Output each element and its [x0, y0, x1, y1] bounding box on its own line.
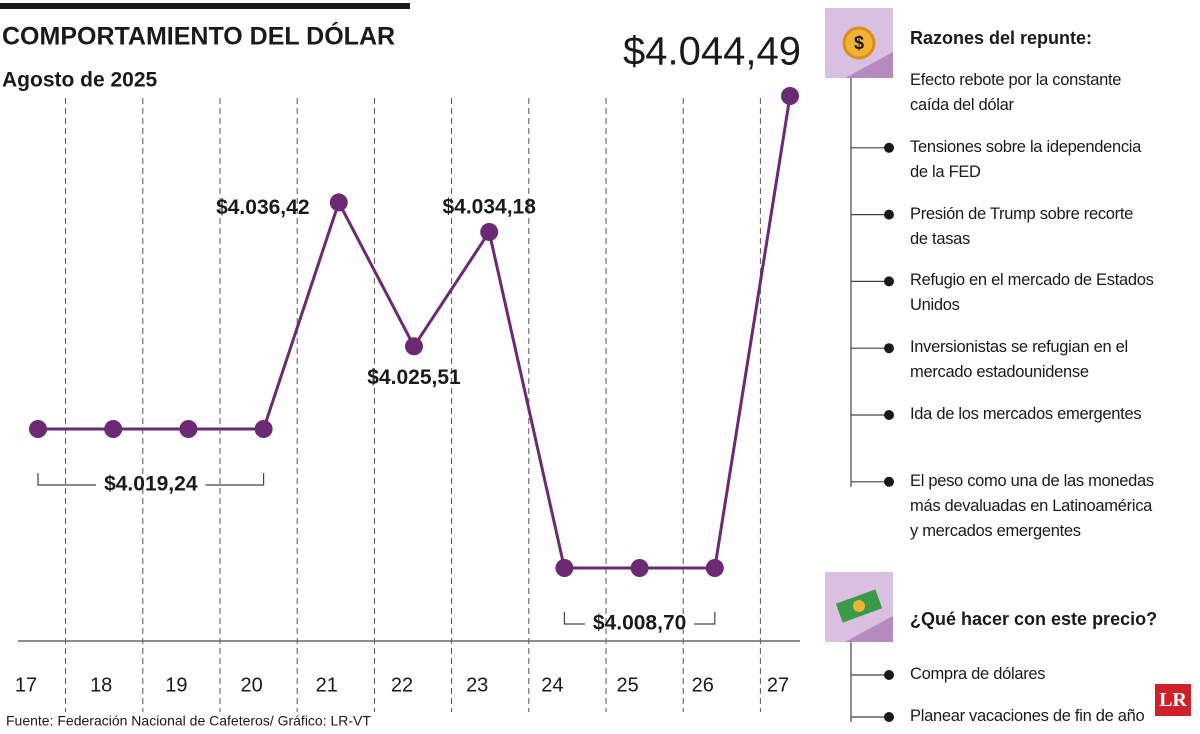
value-label: $4.034,18: [442, 196, 536, 219]
list-item: Presión de Trump sobre recorte de tasas: [910, 204, 1134, 248]
value-label: $4.025,51: [367, 366, 461, 389]
bullet: [884, 670, 894, 680]
list-item: Inversionistas se refugian en el mercado…: [910, 338, 1128, 382]
value-label: $4.036,42: [216, 196, 309, 219]
section-title: Razones del repunte:: [910, 28, 1093, 48]
list-item: Ida de los mercados emergentes: [910, 405, 1142, 423]
x-tick-label: 18: [90, 674, 112, 696]
section-title: ¿Qué hacer con este precio?: [910, 609, 1158, 629]
coin-icon: [842, 26, 876, 60]
bracket: [563, 612, 716, 625]
point: [781, 87, 799, 105]
bracket: [37, 472, 265, 486]
point: [104, 419, 123, 438]
icon-shadow: [845, 52, 893, 78]
x-tick-label: 24: [541, 674, 563, 696]
point: [555, 559, 574, 577]
list-item: El peso como una de las monedas más deva…: [910, 471, 1154, 540]
bullet: [884, 142, 894, 153]
bullet: [884, 476, 894, 487]
value-label: $4.019,24: [104, 473, 198, 496]
logo: LR: [1155, 684, 1191, 716]
bullet: [884, 276, 894, 287]
bullet: [884, 343, 894, 354]
x-tick-label: 25: [616, 674, 638, 696]
point: [480, 222, 499, 241]
icon-shadow: [845, 616, 893, 642]
value-label: $4.008,70: [593, 612, 686, 635]
list-item: Tensiones sobre la idependencia de la FE…: [910, 137, 1142, 181]
x-tick-label: 27: [767, 674, 789, 696]
point: [179, 419, 198, 438]
point: [630, 559, 649, 577]
bullet: [884, 209, 894, 220]
x-tick-label: 22: [391, 674, 413, 696]
title-bar: [0, 3, 410, 9]
coin-symbol: $: [854, 33, 864, 53]
bill-coin: [853, 600, 865, 612]
x-tick-label: 19: [165, 674, 187, 696]
bullet: [884, 712, 894, 722]
point: [254, 419, 273, 438]
bullet: [884, 410, 894, 420]
point: [705, 559, 724, 577]
list-item: Refugio en el mercado de Estados Unidos: [910, 271, 1154, 315]
source: Fuente: Federación Nacional de Cafeteros…: [6, 713, 371, 729]
point: [405, 337, 423, 356]
chart-subtitle: Agosto de 2025: [2, 69, 158, 92]
chart-title: COMPORTAMIENTO DEL DÓLAR: [2, 21, 395, 51]
x-tick-label: 17: [15, 674, 37, 696]
point: [329, 193, 348, 212]
x-tick-label: 26: [692, 674, 714, 696]
value-label: $4.044,49: [623, 30, 801, 74]
list-item: Efecto rebote por la constante caída del…: [910, 71, 1122, 114]
list-item: Compra de dólares: [910, 665, 1046, 683]
x-tick-label: 21: [316, 674, 338, 696]
list-item: Planear vacaciones de fin de año: [910, 707, 1145, 725]
x-tick-label: 23: [466, 674, 488, 696]
line: [38, 95, 792, 570]
point: [29, 419, 47, 438]
x-tick-label: 20: [240, 674, 262, 696]
